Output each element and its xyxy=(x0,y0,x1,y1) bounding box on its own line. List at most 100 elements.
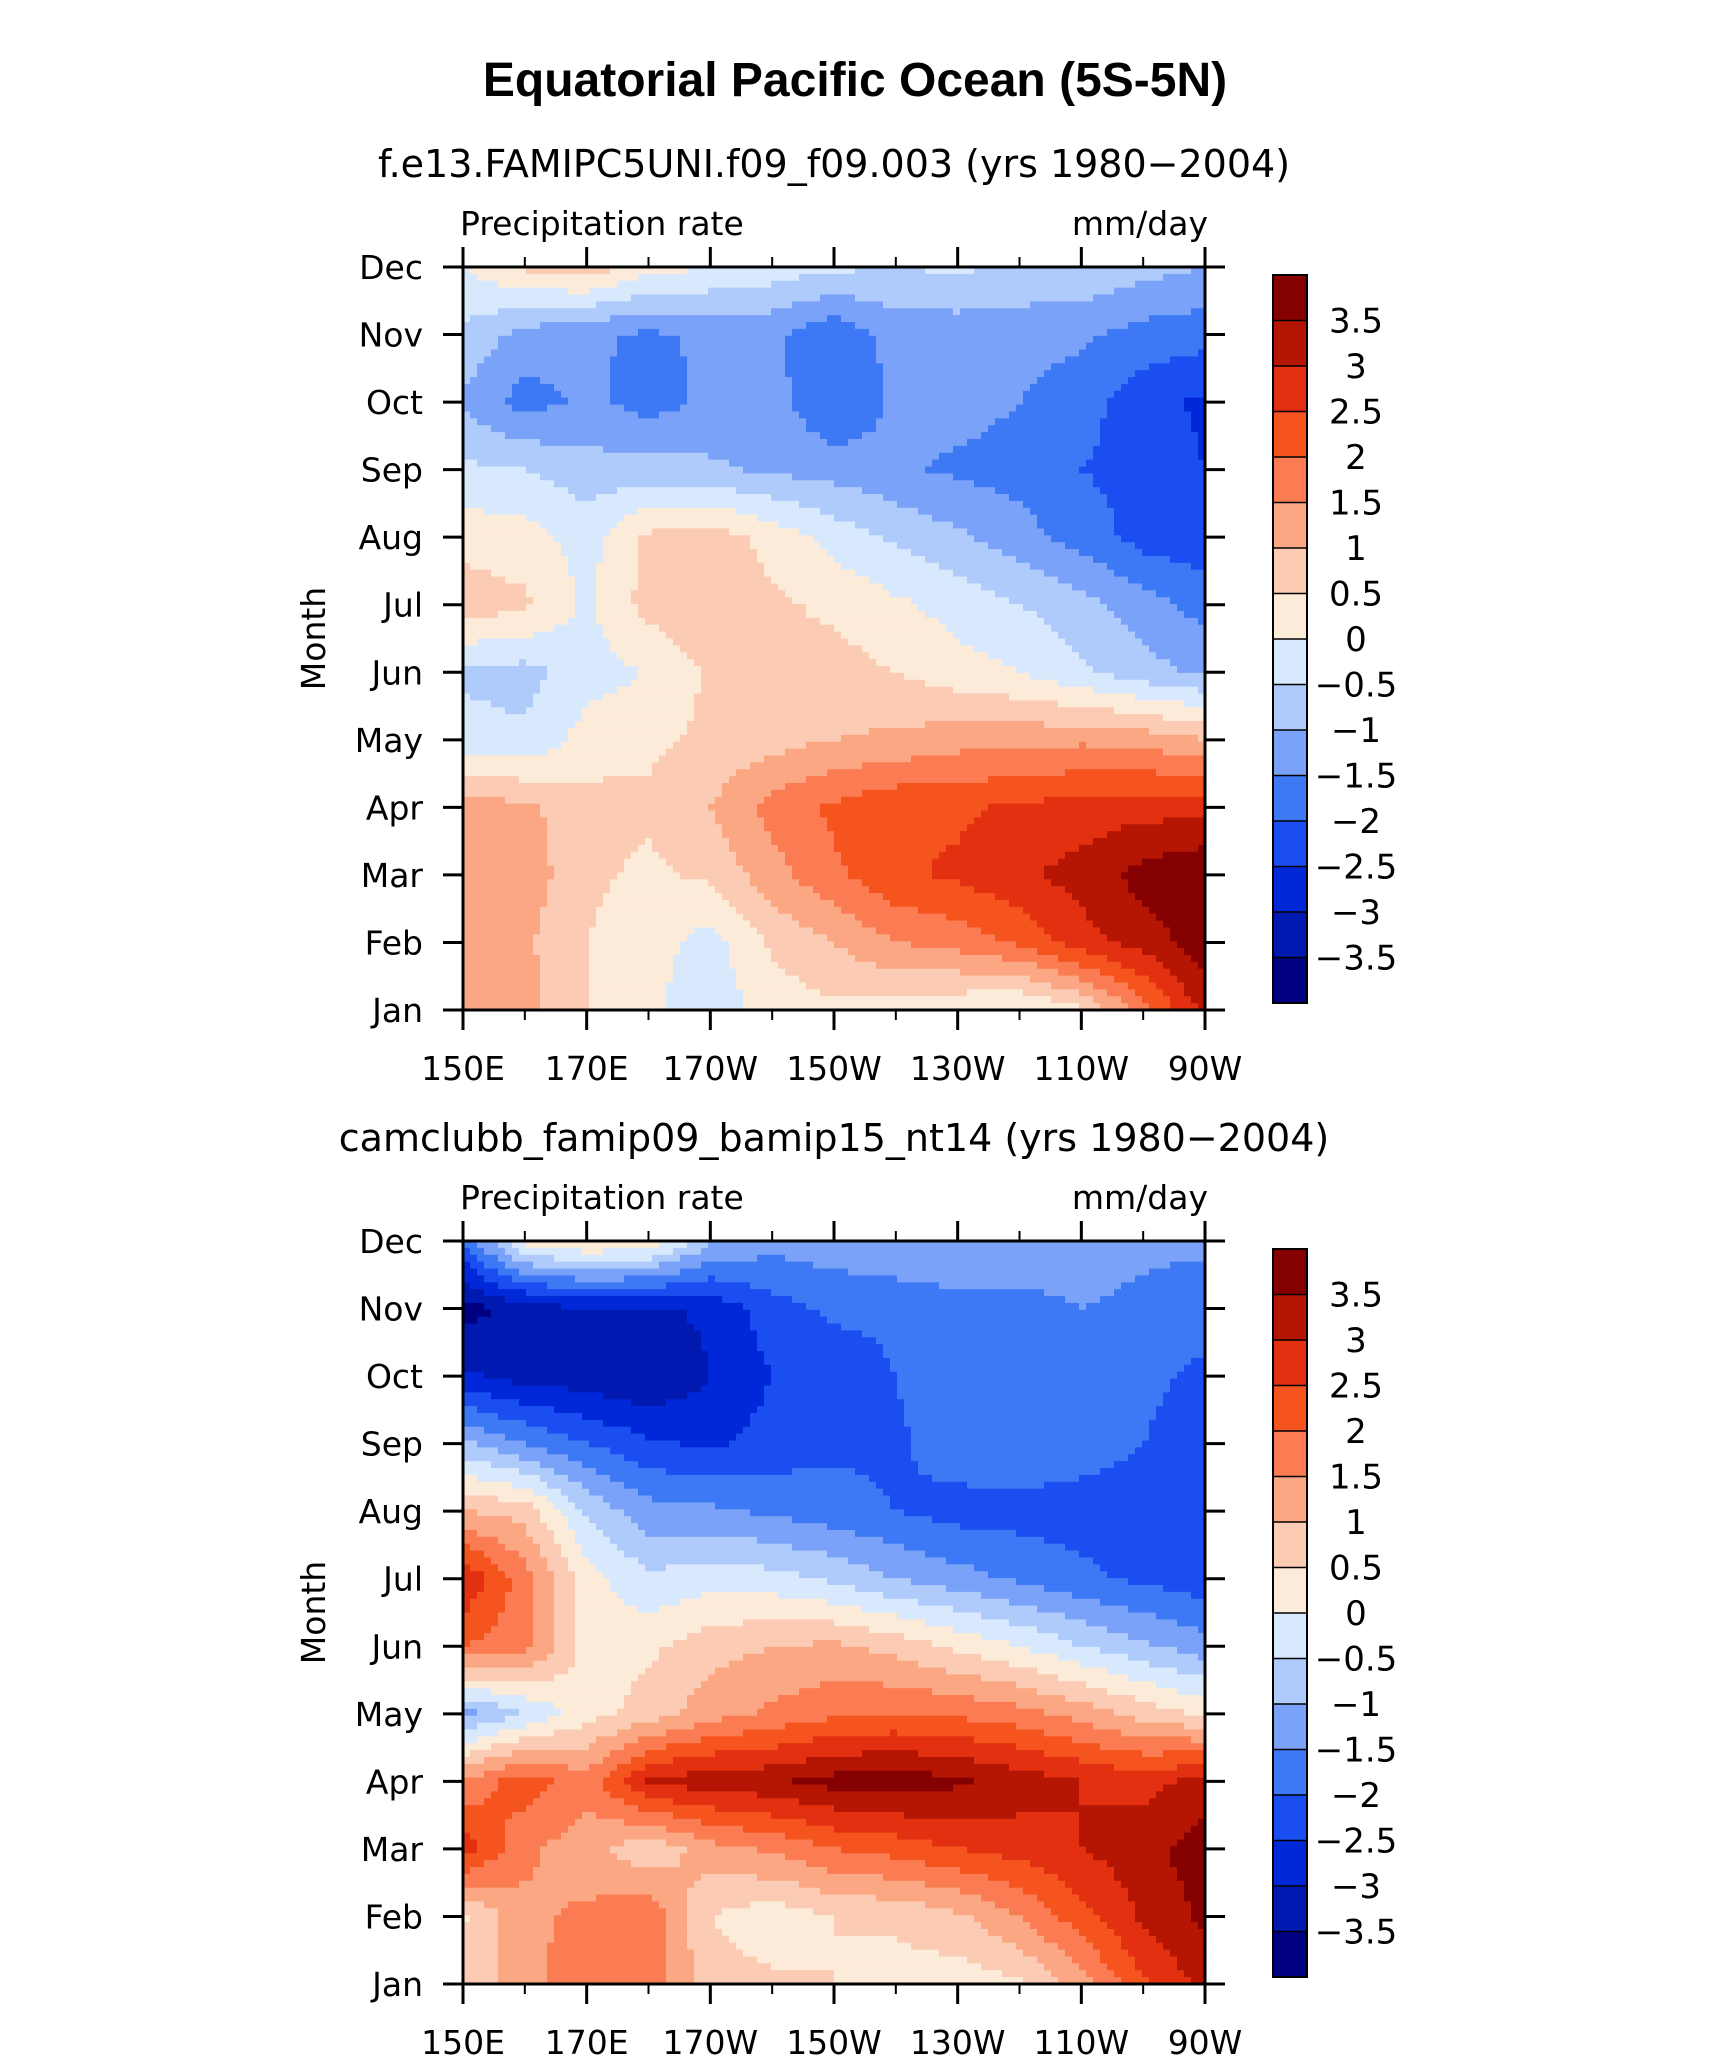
heatmap-cell xyxy=(680,335,786,344)
heatmap-cell xyxy=(855,913,947,922)
heatmap-cell xyxy=(876,961,1038,970)
y-tick-label: Aug xyxy=(359,518,423,557)
heatmap-cell xyxy=(463,989,541,997)
heatmap-cell xyxy=(827,769,1066,777)
heatmap-cell xyxy=(743,1302,807,1311)
heatmap-cell xyxy=(666,1928,688,1937)
heatmap-cell xyxy=(498,1970,548,1978)
heatmap-cell xyxy=(533,1633,555,1641)
heatmap-cell xyxy=(547,844,639,853)
heatmap-cell xyxy=(729,838,772,846)
heatmap-cell xyxy=(484,356,611,364)
heatmap-cell xyxy=(764,817,828,825)
heatmap-cell xyxy=(960,1523,1206,1531)
heatmap-cell xyxy=(1051,996,1094,1004)
heatmap-cell xyxy=(701,1261,814,1270)
heatmap-cell xyxy=(540,377,611,385)
heatmap-cell xyxy=(771,789,863,798)
heatmap-cell xyxy=(1114,507,1206,516)
heatmap-cell xyxy=(701,1681,821,1689)
heatmap-cell xyxy=(694,707,1115,715)
heatmap-cell xyxy=(953,521,1038,530)
heatmap-cell xyxy=(960,748,1164,757)
heatmap-cell xyxy=(813,1908,954,1916)
heatmap-cell xyxy=(498,610,576,619)
heatmap-cell xyxy=(687,356,786,364)
heatmap-cell xyxy=(1079,1474,1206,1483)
heatmap-cell xyxy=(575,1612,898,1620)
heatmap-cell xyxy=(1079,1832,1185,1841)
heatmap-cell xyxy=(505,1296,723,1304)
heatmap-cell xyxy=(1100,1646,1178,1655)
heatmap-cell xyxy=(890,590,996,598)
heatmap-cell xyxy=(463,1763,506,1772)
heatmap-cell xyxy=(463,411,471,419)
heatmap-cell xyxy=(1093,1853,1171,1861)
heatmap-cell xyxy=(1009,411,1108,419)
heatmap-cell xyxy=(841,1640,933,1648)
heatmap-cell xyxy=(673,865,744,874)
heatmap-cell xyxy=(792,872,849,880)
heatmap-cell xyxy=(575,1653,660,1662)
heatmap-cell xyxy=(890,1364,1185,1373)
heatmap-cell xyxy=(736,982,807,990)
heatmap-cell xyxy=(862,1330,1206,1338)
heatmap-cell xyxy=(526,1722,583,1731)
heatmap-cell xyxy=(715,796,765,805)
heatmap-cell xyxy=(463,1468,520,1476)
heatmap-cell xyxy=(652,1254,681,1263)
heatmap-cell xyxy=(463,404,513,413)
heatmap-cell xyxy=(547,1495,569,1504)
heatmap-cell xyxy=(554,1605,576,1614)
heatmap-cell xyxy=(981,810,1206,818)
heatmap-cell xyxy=(855,1529,1017,1538)
heatmap-cell xyxy=(575,1660,653,1669)
heatmap-cell xyxy=(778,1695,975,1703)
heatmap-cell xyxy=(792,1296,1066,1304)
heatmap-cell xyxy=(799,411,884,419)
heatmap-cell xyxy=(498,342,618,351)
heatmap-cell xyxy=(463,1949,499,1958)
heatmap-cell xyxy=(1044,1289,1115,1297)
heatmap-cell xyxy=(617,521,779,530)
heatmap-cell xyxy=(491,569,569,578)
heatmap-cell xyxy=(764,796,842,805)
heatmap-cell xyxy=(1135,280,1206,289)
heatmap-cell xyxy=(554,480,835,488)
heatmap-cell xyxy=(519,1468,555,1476)
heatmap-cell xyxy=(540,913,597,922)
heatmap-cell xyxy=(883,1571,989,1579)
heatmap-cell xyxy=(750,872,793,880)
heatmap-cell xyxy=(463,913,541,922)
heatmap-cell xyxy=(1163,1584,1206,1593)
heatmap-cell xyxy=(463,1426,485,1435)
heatmap-cell xyxy=(1079,349,1199,358)
heatmap-cell xyxy=(526,1529,555,1538)
heatmap-cell xyxy=(862,789,1206,798)
heatmap-cell xyxy=(834,1922,982,1930)
heatmap-cell xyxy=(764,941,835,949)
heatmap-cell xyxy=(750,879,800,887)
heatmap-cell xyxy=(554,1626,576,1634)
heatmap-cell xyxy=(561,542,604,550)
heatmap-cell xyxy=(1058,1674,1129,1682)
heatmap-cell xyxy=(603,893,723,901)
heatmap-cell xyxy=(1093,1942,1122,1951)
heatmap-cell xyxy=(589,996,667,1004)
heatmap-cell xyxy=(645,1433,737,1442)
heatmap-cell xyxy=(1184,948,1206,956)
heatmap-cell xyxy=(806,982,1052,990)
heatmap-cell xyxy=(834,1928,989,1937)
heatmap-cell xyxy=(561,1543,583,1552)
heatmap-cell xyxy=(617,1708,681,1717)
heatmap-cell xyxy=(1051,363,1150,371)
heatmap-cell xyxy=(764,893,821,901)
heatmap-cell xyxy=(1072,1591,1192,1600)
heatmap-cell xyxy=(575,1584,611,1593)
heatmap-cell xyxy=(463,1887,688,1896)
heatmap-cell xyxy=(1135,968,1171,977)
heatmap-cell xyxy=(1058,1915,1101,1923)
heatmap-cell xyxy=(1191,308,1206,316)
heatmap-cell xyxy=(519,1399,632,1407)
heatmap-cell xyxy=(1093,445,1199,454)
